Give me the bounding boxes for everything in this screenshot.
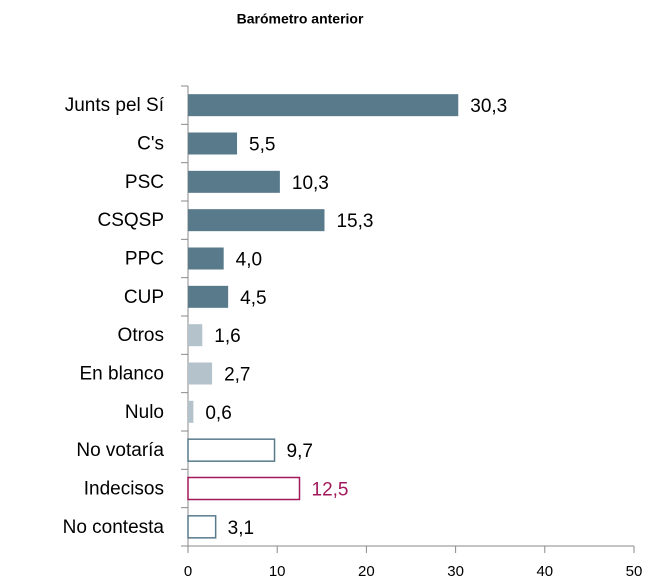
category-label: Indecisos — [84, 479, 164, 500]
value-label: 2,7 — [224, 365, 250, 386]
bar — [188, 132, 238, 155]
x-tick-label: 50 — [626, 563, 643, 580]
bar — [188, 285, 229, 308]
bar — [187, 515, 217, 539]
bar — [188, 94, 459, 117]
value-label: 9,7 — [287, 441, 313, 462]
value-label: 15,3 — [336, 211, 373, 232]
bar — [188, 362, 213, 385]
value-label: 12,5 — [312, 480, 349, 501]
value-label: 5,5 — [249, 135, 275, 156]
value-label: 10,3 — [292, 173, 329, 194]
bar — [188, 209, 325, 232]
bar — [188, 170, 280, 193]
bar — [188, 400, 194, 423]
value-label: 1,6 — [214, 326, 240, 347]
category-label: No contesta — [63, 517, 165, 538]
category-label: PSC — [125, 172, 164, 193]
category-label: No votaría — [76, 440, 164, 461]
x-tick-label: 30 — [447, 563, 464, 580]
category-label: Junts pel Sí — [65, 95, 165, 116]
x-tick-label: 20 — [358, 563, 375, 580]
category-label: CUP — [124, 287, 164, 308]
x-tick-label: 0 — [184, 563, 192, 580]
category-label: PPC — [125, 249, 164, 270]
category-label: CSQSP — [97, 210, 164, 231]
category-label: En blanco — [79, 364, 164, 385]
value-label: 4,5 — [240, 288, 266, 309]
category-label: C's — [137, 134, 164, 155]
category-label: Nulo — [125, 402, 164, 423]
bar — [187, 476, 301, 501]
value-label: 30,3 — [470, 96, 507, 117]
value-label: 0,6 — [205, 403, 231, 424]
x-tick-label: 40 — [536, 563, 553, 580]
chart-title: Barómetro anterior — [237, 11, 364, 27]
bar — [188, 247, 224, 270]
x-tick-label: 10 — [269, 563, 286, 580]
value-label: 4,0 — [236, 250, 262, 271]
bar — [188, 324, 203, 347]
bar — [187, 438, 276, 462]
category-label: Otros — [118, 325, 164, 346]
value-label: 3,1 — [228, 518, 254, 539]
